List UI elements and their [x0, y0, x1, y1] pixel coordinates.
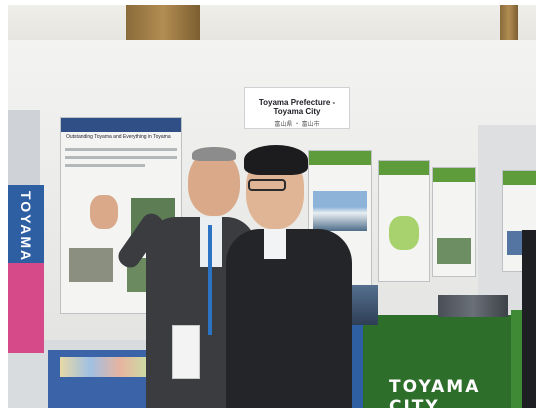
pink-banner — [8, 263, 44, 353]
map-graphic — [389, 216, 419, 250]
banner-text: TOYAMA CITY — [389, 377, 481, 408]
poster-header — [433, 168, 475, 182]
person-right — [218, 143, 368, 408]
poster-text-line — [65, 156, 177, 159]
brochure-stack — [60, 357, 150, 377]
poster-header — [379, 161, 429, 175]
mountain-photo — [313, 191, 367, 231]
sign-title: Toyama Prefecture - Toyama City — [258, 98, 336, 116]
person-left-head — [188, 150, 240, 216]
exhibition-photo: Toyama Prefecture - Toyama City 富山県 ・ 富山… — [8, 5, 536, 408]
sign-subtitle: 富山県 ・ 富山市 — [274, 122, 320, 128]
poster-left-header — [61, 118, 181, 132]
side-banner: TOYAMA — [8, 185, 44, 265]
poster-photo — [69, 248, 113, 282]
person-right-body — [226, 229, 352, 408]
person-left-hair — [192, 147, 236, 161]
display-items — [438, 295, 508, 317]
poster-right-2 — [432, 167, 476, 277]
green-counter: TOYAMA CITY — [363, 315, 513, 408]
name-badge — [172, 325, 200, 379]
booth-sign: Toyama Prefecture - Toyama City 富山県 ・ 富山… — [244, 87, 350, 129]
side-banner-text: TOYAMA — [18, 191, 34, 263]
poster-center-header — [309, 151, 371, 165]
poster-header — [503, 171, 536, 185]
poster-photo — [437, 238, 471, 264]
glasses — [248, 179, 286, 191]
person-right-hair — [244, 145, 308, 175]
person-left-hand — [90, 195, 118, 229]
person-far-right — [522, 230, 536, 408]
poster-left-title: Outstanding Toyama and Everything in Toy… — [66, 134, 171, 140]
poster-text-line — [65, 148, 177, 151]
poster-right-1 — [378, 160, 430, 282]
lanyard — [208, 225, 212, 335]
poster-text-line — [65, 164, 145, 167]
person-right-shirt — [264, 229, 286, 259]
